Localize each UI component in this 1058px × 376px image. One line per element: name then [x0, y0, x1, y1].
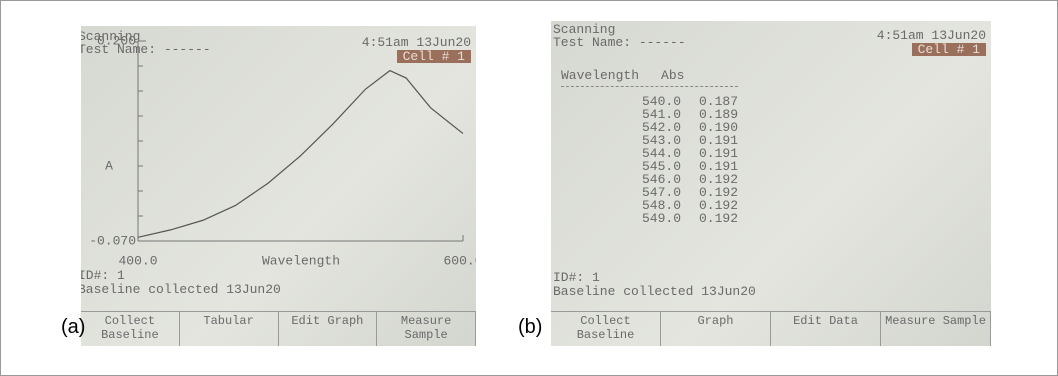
button[interactable]: Tabular	[180, 312, 279, 346]
id: ID#: 1	[81, 269, 125, 282]
button[interactable]: Measure Sample	[377, 312, 476, 346]
x-tick-label: 400.0	[118, 253, 157, 268]
button[interactable]: Measure Sample	[881, 312, 991, 346]
button[interactable]: Collect Baseline	[81, 312, 180, 346]
time: 4:51am 13Jun20	[877, 29, 986, 42]
baseline: Baseline collected 13Jun20	[81, 283, 281, 296]
table-cell: 549.0	[561, 212, 681, 225]
button[interactable]: Collect Baseline	[551, 312, 661, 346]
y-axis-label: A	[105, 158, 113, 173]
cell: Cell # 1	[912, 43, 986, 56]
screen: Scanning Test Name: ------ 4:51am 13Jun2…	[551, 21, 991, 346]
column-header: Wavelength	[561, 69, 639, 82]
spectrum-line	[138, 71, 463, 238]
test-name: Test Name: ------	[553, 36, 686, 49]
id: ID#: 1	[553, 271, 600, 284]
chart: A Wavelength -0.070 0.200 400.0 600.0	[81, 26, 476, 296]
screen: Scanning Test Name: ------ 4:51am 13Jun2…	[81, 26, 476, 346]
table-cell: 0.192	[699, 212, 738, 225]
panel-label: (b)	[518, 316, 542, 339]
y-tick-label: 0.200	[97, 33, 136, 48]
x-tick-label: 600.0	[443, 253, 476, 268]
button[interactable]: Graph	[661, 312, 771, 346]
figure: Scanning Test Name: ------ 4:51am 13Jun2…	[0, 0, 1058, 376]
button[interactable]: Edit Data	[771, 312, 881, 346]
y-tick-label: -0.070	[89, 233, 136, 248]
button[interactable]: Edit Graph	[279, 312, 378, 346]
x-axis-label: Wavelength	[262, 253, 340, 268]
panel-label: (a)	[61, 316, 85, 339]
table-row: 549.0 0.192	[561, 212, 738, 225]
table-header: Wavelength Abs	[561, 69, 738, 87]
baseline: Baseline collected 13Jun20	[553, 285, 756, 298]
column-header: Abs	[661, 69, 684, 82]
